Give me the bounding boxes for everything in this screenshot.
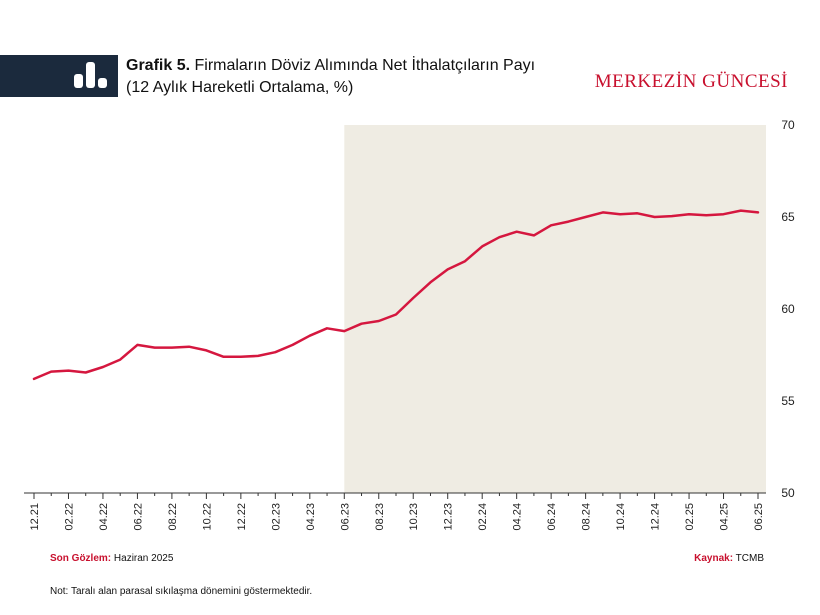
chart-title-number: Grafik 5. [126, 57, 191, 74]
data-point [653, 216, 656, 218]
data-point [309, 334, 311, 337]
x-tick-label: 02.24 [477, 503, 489, 531]
data-point [533, 234, 535, 237]
x-tick-label: 04.23 [305, 503, 317, 531]
chart-subtitle: (12 Aylık Hareketli Ortalama, %) [126, 79, 354, 96]
data-point [257, 355, 259, 357]
data-point [274, 351, 277, 353]
x-tick-label: 08.22 [167, 503, 179, 531]
data-point [343, 330, 346, 332]
data-point [757, 211, 759, 214]
data-point [602, 211, 604, 214]
data-point [119, 358, 121, 361]
x-tick-label: 08.24 [581, 503, 593, 531]
bar-chart-icon [74, 62, 107, 88]
data-point [671, 215, 673, 217]
x-tick-label: 06.23 [339, 503, 351, 531]
data-point [705, 214, 708, 216]
data-point [291, 344, 294, 346]
x-tick-label: 06.22 [132, 503, 144, 531]
data-point [619, 213, 621, 215]
source: Kaynak: TCMB [694, 553, 764, 564]
data-point [378, 320, 380, 322]
data-point [360, 322, 363, 325]
data-point [188, 345, 190, 348]
data-point [50, 370, 52, 373]
data-point [498, 236, 501, 238]
data-point [222, 356, 225, 358]
data-point [136, 344, 139, 346]
data-point [429, 281, 432, 284]
chart-title-text: Firmaların Döviz Alımında Net İthalatçıl… [194, 57, 536, 74]
last-observation-label: Son Gözlem: [50, 553, 112, 564]
data-point [205, 349, 208, 352]
data-point [722, 213, 725, 215]
x-tick-label: 10.23 [408, 503, 420, 531]
last-observation: Son Gözlem: Haziran 2025 [50, 553, 173, 564]
x-tick-label: 06.24 [546, 503, 558, 531]
x-tick-label: 12.22 [236, 503, 248, 531]
data-point [584, 216, 587, 218]
data-point [740, 209, 742, 212]
data-point [153, 346, 156, 349]
data-point [688, 213, 690, 215]
line-chart: 12.21 02.22 04.22 06.22 08.22 10.22 12.22 02.23… [24, 118, 795, 531]
x-tick-label: 04.22 [98, 503, 110, 531]
last-observation-value: Haziran 2025 [113, 553, 174, 564]
tightening-period-shade [344, 125, 766, 493]
data-point [171, 346, 173, 349]
y-tick-label: 60 [781, 302, 795, 316]
data-point [240, 356, 242, 358]
x-tick-label: 02.22 [63, 503, 75, 531]
data-point [67, 369, 70, 372]
data-point [33, 378, 35, 380]
x-tick-label: 12.21 [29, 503, 41, 531]
y-tick-label: 55 [781, 394, 795, 408]
source-label: Kaynak: [694, 553, 734, 564]
chart-heading: Grafik 5. Firmaların Döviz Alımında Net … [126, 55, 606, 99]
chart-title: Grafik 5. Firmaların Döviz Alımında Net … [126, 55, 606, 77]
x-tick-label: 04.25 [719, 503, 731, 531]
x-tick-label: 02.23 [270, 503, 282, 531]
data-point [550, 224, 552, 227]
x-tick-label: 08.23 [374, 503, 386, 531]
data-point [395, 313, 397, 316]
data-point [567, 220, 570, 223]
y-tick-label: 50 [781, 486, 795, 500]
x-tick-label: 10.22 [201, 503, 213, 531]
x-tick-label: 06.25 [753, 503, 765, 531]
header-band [0, 55, 118, 97]
x-tick-label: 02.25 [684, 503, 696, 531]
data-point [515, 230, 518, 233]
data-point [412, 297, 415, 299]
footnote: Not: Taralı alan parasal sıkılaşma dönem… [50, 586, 313, 597]
y-tick-label: 70 [781, 118, 795, 132]
data-point [102, 366, 104, 368]
x-tick-label: 04.24 [512, 503, 524, 531]
y-tick-label: 65 [781, 210, 795, 224]
x-tick-label: 12.23 [443, 503, 455, 531]
x-tick-label: 12.24 [650, 503, 662, 531]
data-point [84, 371, 87, 374]
brand-logo-text: MERKEZİN GÜNCESİ [594, 71, 788, 92]
source-value: TCMB [735, 553, 764, 564]
x-tick-label: 10.24 [615, 503, 627, 531]
data-point [446, 268, 449, 271]
data-point [326, 327, 328, 330]
data-point [464, 260, 466, 262]
data-point [481, 245, 484, 248]
data-point [636, 212, 639, 215]
